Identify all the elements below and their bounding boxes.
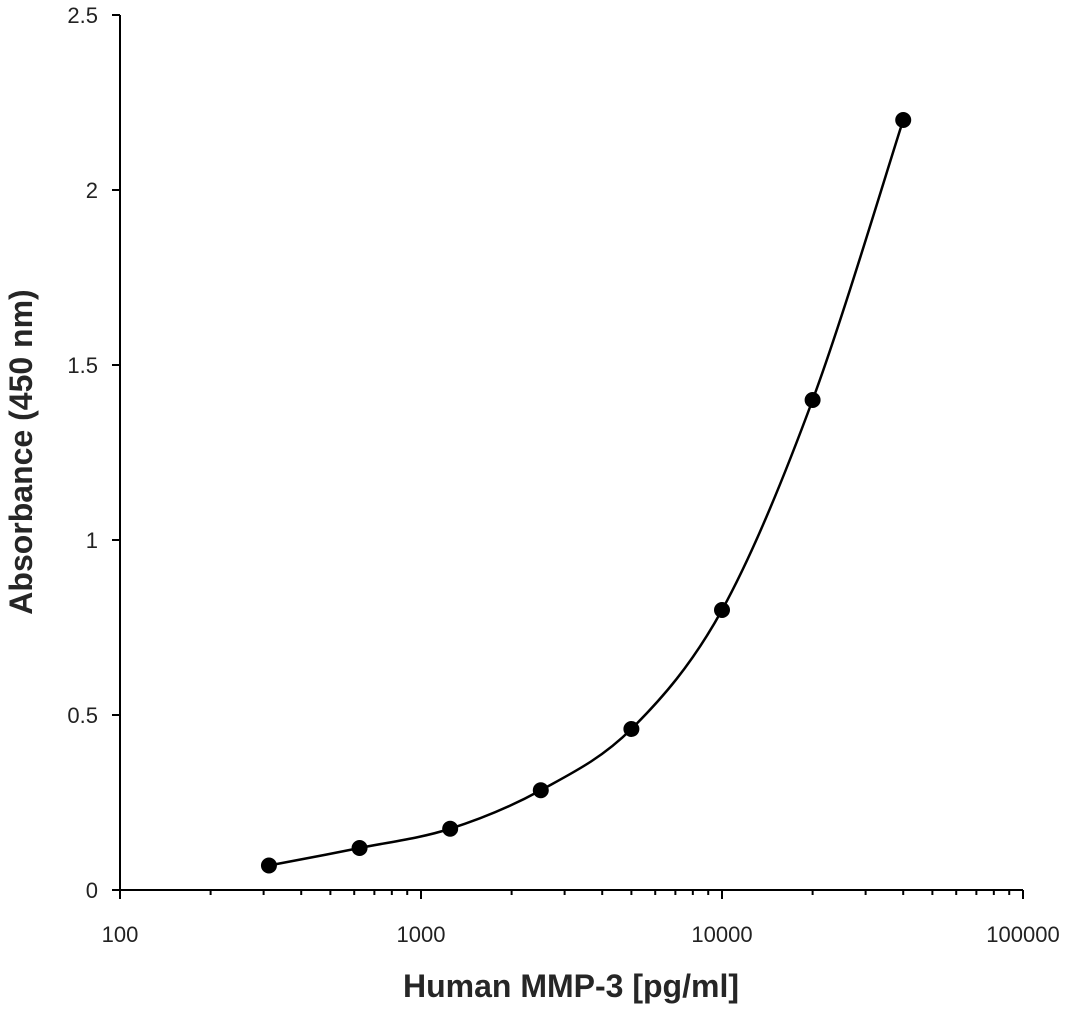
data-point	[260, 857, 277, 874]
x-tick-label: 1000	[397, 922, 446, 947]
y-tick-label: 0.5	[67, 703, 98, 728]
plot-area: 0 0.5 1 1.5 2 2.5 100 1000 10000 100000	[67, 3, 1059, 947]
x-axis-title: Human MMP-3 [pg/ml]	[403, 968, 739, 1004]
y-tick-label: 1	[86, 528, 98, 553]
x-tick-label: 100	[102, 922, 139, 947]
data-point	[532, 782, 549, 799]
y-tick-label: 1.5	[67, 353, 98, 378]
x-tick-label: 100000	[986, 922, 1059, 947]
data-points	[260, 112, 912, 874]
fitted-curve-line	[268, 119, 905, 867]
data-point	[714, 602, 730, 618]
data-point	[351, 840, 368, 856]
x-ticks: 100 1000 10000 100000	[102, 890, 1060, 947]
y-tick-label: 2.5	[67, 3, 98, 28]
data-point	[442, 820, 459, 837]
y-tick-label: 0	[86, 878, 98, 903]
data-point	[804, 392, 821, 408]
y-axis-title: Absorbance (450 nm)	[3, 289, 39, 614]
data-point	[895, 112, 912, 128]
y-tick-label: 2	[86, 178, 98, 203]
data-point	[623, 721, 640, 737]
y-ticks: 0 0.5 1 1.5 2 2.5	[67, 3, 120, 903]
x-tick-label: 10000	[691, 922, 752, 947]
